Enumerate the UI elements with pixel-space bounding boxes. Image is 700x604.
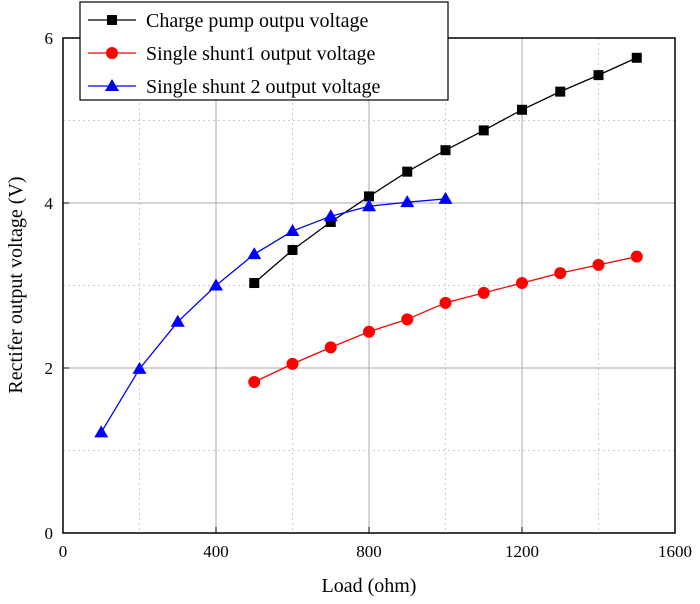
- y-tick-label: 4: [45, 194, 54, 213]
- data-point-2: [438, 191, 453, 204]
- data-point-1: [439, 296, 452, 309]
- data-point-0: [593, 70, 604, 81]
- y-tick-label: 6: [45, 29, 54, 48]
- data-point-2: [400, 195, 415, 208]
- data-point-1: [592, 258, 605, 271]
- legend-label: Single shunt1 output voltage: [146, 43, 376, 65]
- legend-box: [79, 1, 449, 101]
- data-point-1: [286, 357, 299, 370]
- x-tick-label: 1600: [658, 542, 692, 561]
- data-point-2: [362, 199, 376, 212]
- data-point-1: [477, 286, 490, 299]
- data-point-2: [323, 209, 338, 222]
- x-tick-label: 800: [356, 542, 382, 561]
- data-point-1: [554, 267, 567, 280]
- x-tick-label: 400: [203, 542, 229, 561]
- x-tick-label: 1200: [505, 542, 539, 561]
- legend: Charge pump outpu voltage Single shunt1 o…: [79, 1, 449, 101]
- legend-marker: [105, 79, 119, 91]
- data-point-2: [285, 224, 300, 237]
- data-point-1: [363, 325, 375, 338]
- data-point-0: [631, 52, 642, 63]
- legend-label: Charge pump outpu voltage: [146, 10, 368, 32]
- data-point-1: [401, 313, 414, 326]
- data-point-1: [248, 376, 261, 389]
- data-point-1: [324, 341, 337, 354]
- data-point-1: [516, 277, 528, 290]
- data-point-0: [325, 216, 336, 227]
- data-point-1: [630, 250, 643, 263]
- data-point-2: [94, 425, 109, 438]
- data-point-0: [402, 166, 413, 177]
- legend-label: Single shunt 2 output voltage: [146, 76, 381, 98]
- data-point-2: [247, 247, 262, 260]
- data-point-2: [209, 278, 223, 291]
- y-tick-label: 0: [45, 524, 54, 543]
- data-point-2: [170, 314, 185, 327]
- legend-marker: [107, 15, 117, 25]
- data-point-0: [440, 145, 451, 156]
- data-point-0: [249, 278, 260, 289]
- data-point-0: [364, 191, 374, 202]
- data-point-2: [132, 361, 147, 374]
- legend-marker: [106, 47, 118, 59]
- data-point-0: [517, 104, 527, 115]
- x-tick-label: 0: [59, 542, 68, 561]
- x-axis-label: Load (ohm): [322, 575, 417, 597]
- data-point-0: [555, 86, 566, 97]
- data-point-0: [478, 125, 489, 136]
- y-tick-label: 2: [45, 359, 54, 378]
- data-point-0: [287, 245, 298, 256]
- y-axis-label: Rectifer output voltage (V): [5, 176, 27, 393]
- series-line-2: [100, 198, 446, 433]
